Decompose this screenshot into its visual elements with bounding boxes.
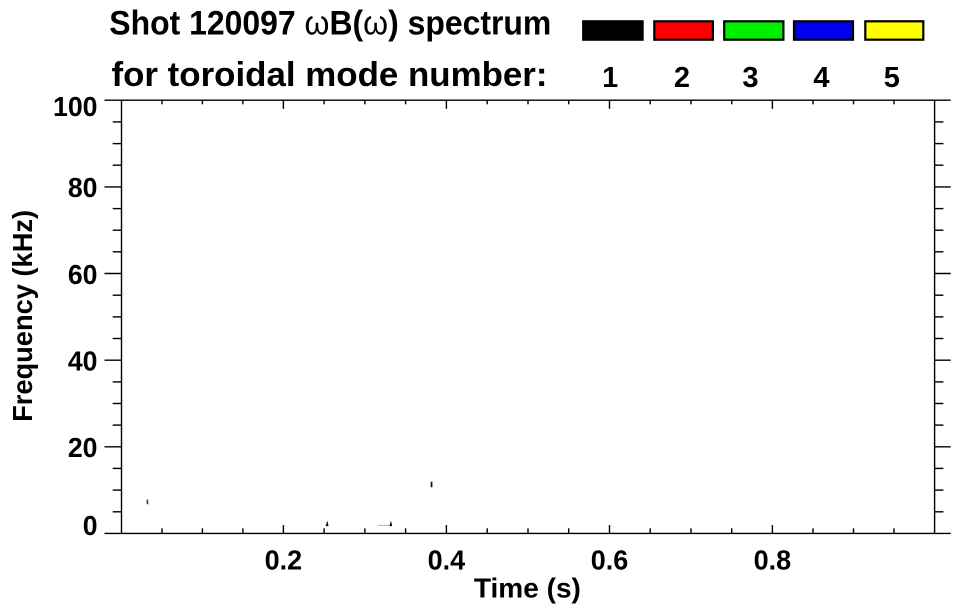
svg-text:5: 5	[884, 62, 900, 94]
svg-text:for toroidal mode number:: for toroidal mode number:	[112, 56, 548, 94]
svg-text:Frequency (kHz): Frequency (kHz)	[7, 210, 38, 422]
svg-text:40: 40	[68, 346, 98, 377]
svg-text:0.8: 0.8	[754, 545, 792, 576]
svg-text:60: 60	[68, 259, 98, 290]
svg-text:0.6: 0.6	[591, 545, 629, 576]
svg-text:Time (s): Time (s)	[474, 572, 581, 603]
svg-text:80: 80	[68, 172, 98, 203]
svg-text:1: 1	[602, 62, 618, 94]
svg-text:0.2: 0.2	[265, 545, 303, 576]
svg-text:3: 3	[742, 62, 758, 94]
svg-text:100: 100	[53, 91, 98, 122]
svg-text:0: 0	[83, 510, 98, 541]
svg-text:20: 20	[68, 432, 98, 463]
svg-text:2: 2	[674, 62, 690, 94]
svg-text:0.4: 0.4	[428, 545, 466, 576]
svg-text:Shot 120097 ωB(ω) spectrum: Shot 120097 ωB(ω) spectrum	[109, 5, 551, 43]
svg-text:4: 4	[813, 62, 829, 94]
